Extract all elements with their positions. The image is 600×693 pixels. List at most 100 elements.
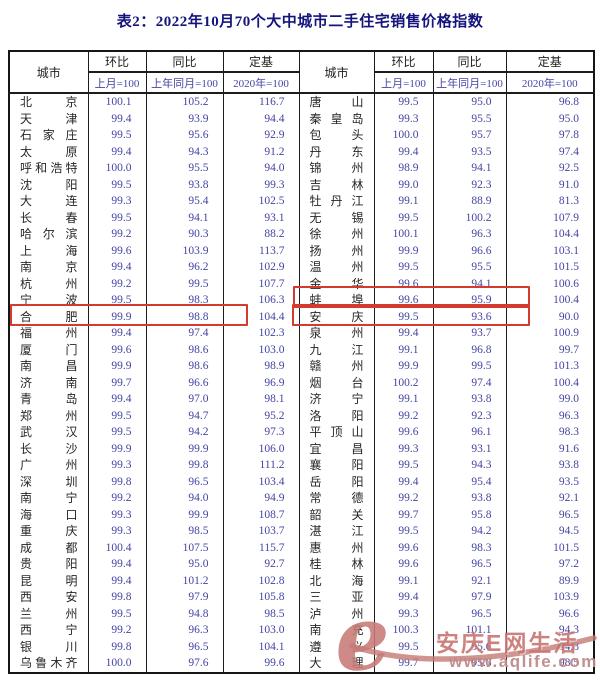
price-index-table: 城市 环比 同比 定基 城市 环比 同比 定基 上月=100 上年同月=100 … (8, 50, 595, 674)
city-cell: 长春 (8, 209, 89, 226)
fixed-value-cell: 103.0 (222, 341, 300, 358)
city-cell: 沈阳 (8, 176, 89, 193)
city-cell: 南昌 (8, 358, 89, 375)
fixed-value-cell: 96.8 (505, 93, 595, 111)
yoy-value-cell: 95.7 (432, 127, 507, 144)
yoy-value-cell: 92.3 (432, 176, 507, 193)
city-cell: 石家庄 (8, 127, 89, 144)
city-cell: 银川 (8, 638, 89, 655)
mom-value-cell: 99.6 (373, 292, 434, 309)
fixed-value-cell: 94.8 (505, 638, 595, 655)
city-cell: 太原 (8, 143, 89, 160)
mom-value-cell: 99.9 (373, 242, 434, 259)
city-cell: 北京 (8, 93, 89, 111)
city-cell: 福州 (8, 325, 89, 342)
yoy-value-cell: 99.9 (145, 506, 224, 523)
yoy-value-cell: 93.8 (145, 176, 224, 193)
mom-value-cell: 99.9 (87, 358, 147, 375)
mom-value-cell: 99.4 (373, 589, 434, 606)
table-row: 重庆 99.3 98.5 103.7 湛江 99.5 94.2 94.5 (8, 523, 595, 540)
mom-value-cell: 100.0 (373, 127, 434, 144)
city-cell: 重庆 (8, 523, 89, 540)
yoy-value-cell: 99.9 (145, 440, 224, 457)
header-mom-right: 环比 (373, 51, 434, 73)
fixed-value-cell: 107.7 (222, 275, 300, 292)
yoy-value-cell: 96.3 (145, 622, 224, 639)
city-cell: 遵义 (298, 638, 375, 655)
city-cell: 成都 (8, 539, 89, 556)
table-row: 济南 99.7 96.6 96.9 烟台 100.2 97.4 100.4 (8, 374, 595, 391)
yoy-value-cell: 96.5 (145, 638, 224, 655)
mom-value-cell: 99.5 (373, 93, 434, 111)
yoy-value-cell: 97.0 (145, 391, 224, 408)
mom-value-cell: 99.3 (87, 457, 147, 474)
mom-value-cell: 99.7 (373, 506, 434, 523)
city-cell: 常德 (298, 490, 375, 507)
city-cell: 济宁 (298, 391, 375, 408)
yoy-value-cell: 95.4 (145, 193, 224, 210)
table-row: 昆明 99.4 101.2 102.8 北海 99.1 92.1 89.9 (8, 572, 595, 589)
mom-value-cell: 99.5 (373, 308, 434, 325)
fixed-value-cell: 103.1 (505, 242, 595, 259)
mom-value-cell: 99.5 (87, 605, 147, 622)
city-cell: 锦州 (298, 160, 375, 177)
fixed-value-cell: 102.9 (222, 259, 300, 276)
mom-value-cell: 99.9 (373, 358, 434, 375)
header-fixed-base-right: 2020年=100 (505, 71, 595, 94)
mom-value-cell: 99.5 (87, 209, 147, 226)
yoy-value-cell: 93.9 (145, 110, 224, 127)
fixed-value-cell: 81.3 (505, 193, 595, 210)
fixed-value-cell: 102.8 (222, 572, 300, 589)
mom-value-cell: 99.5 (87, 127, 147, 144)
mom-value-cell: 99.1 (373, 341, 434, 358)
fixed-value-cell: 104.4 (222, 308, 300, 325)
mom-value-cell: 99.4 (87, 259, 147, 276)
city-cell: 泉州 (298, 325, 375, 342)
table-row: 成都 100.4 107.5 115.7 惠州 99.6 98.3 101.5 (8, 539, 595, 556)
fixed-value-cell: 88.2 (222, 226, 300, 243)
yoy-value-cell: 95.0 (145, 556, 224, 573)
mom-value-cell: 99.4 (87, 325, 147, 342)
mom-value-cell: 99.5 (87, 292, 147, 309)
city-cell: 合肥 (8, 308, 89, 325)
table-row: 青岛 99.4 97.0 98.1 济宁 99.1 93.8 99.0 (8, 391, 595, 408)
fixed-value-cell: 100.6 (505, 275, 595, 292)
mom-value-cell: 99.4 (87, 572, 147, 589)
mom-value-cell: 100.0 (87, 160, 147, 177)
city-cell: 长沙 (8, 440, 89, 457)
page-title: 表2：2022年10月70个大中城市二手住宅销售价格指数 (116, 14, 484, 30)
fixed-value-cell: 91.0 (505, 176, 595, 193)
yoy-value-cell: 97.4 (145, 325, 224, 342)
city-cell: 哈尔滨 (8, 226, 89, 243)
yoy-value-cell: 88.9 (432, 193, 507, 210)
city-cell: 乌鲁木齐 (8, 655, 89, 673)
fixed-value-cell: 94.9 (222, 490, 300, 507)
yoy-value-cell: 95.4 (432, 473, 507, 490)
table-row: 兰州 99.5 94.8 98.5 泸州 99.3 96.5 96.6 (8, 605, 595, 622)
city-cell: 大理 (298, 655, 375, 673)
table-row: 天津 99.4 93.9 94.4 秦皇岛 99.3 95.5 95.0 (8, 110, 595, 127)
yoy-value-cell: 95.6 (432, 655, 507, 673)
fixed-value-cell: 97.2 (505, 556, 595, 573)
mom-value-cell: 99.6 (373, 556, 434, 573)
yoy-value-cell: 96.6 (432, 242, 507, 259)
city-cell: 海口 (8, 506, 89, 523)
fixed-value-cell: 100.4 (505, 374, 595, 391)
city-cell: 赣州 (298, 358, 375, 375)
mom-value-cell: 99.4 (373, 325, 434, 342)
header-yoy-base-left: 上年同月=100 (145, 71, 224, 94)
mom-value-cell: 99.3 (87, 193, 147, 210)
city-cell: 徐州 (298, 226, 375, 243)
mom-value-cell: 99.7 (87, 374, 147, 391)
yoy-value-cell: 96.1 (432, 424, 507, 441)
table-row: 贵阳 99.4 95.0 92.7 桂林 99.6 96.5 97.2 (8, 556, 595, 573)
yoy-value-cell: 90.3 (145, 226, 224, 243)
city-cell: 南京 (8, 259, 89, 276)
fixed-value-cell: 100.4 (505, 292, 595, 309)
city-cell: 烟台 (298, 374, 375, 391)
table-row: 银川 99.8 96.5 104.1 遵义 99.5 95.6 94.8 (8, 638, 595, 655)
yoy-value-cell: 93.1 (432, 440, 507, 457)
table-row: 海口 99.3 99.9 108.7 韶关 99.7 95.8 96.5 (8, 506, 595, 523)
mom-value-cell: 99.4 (87, 143, 147, 160)
fixed-value-cell: 98.3 (505, 424, 595, 441)
